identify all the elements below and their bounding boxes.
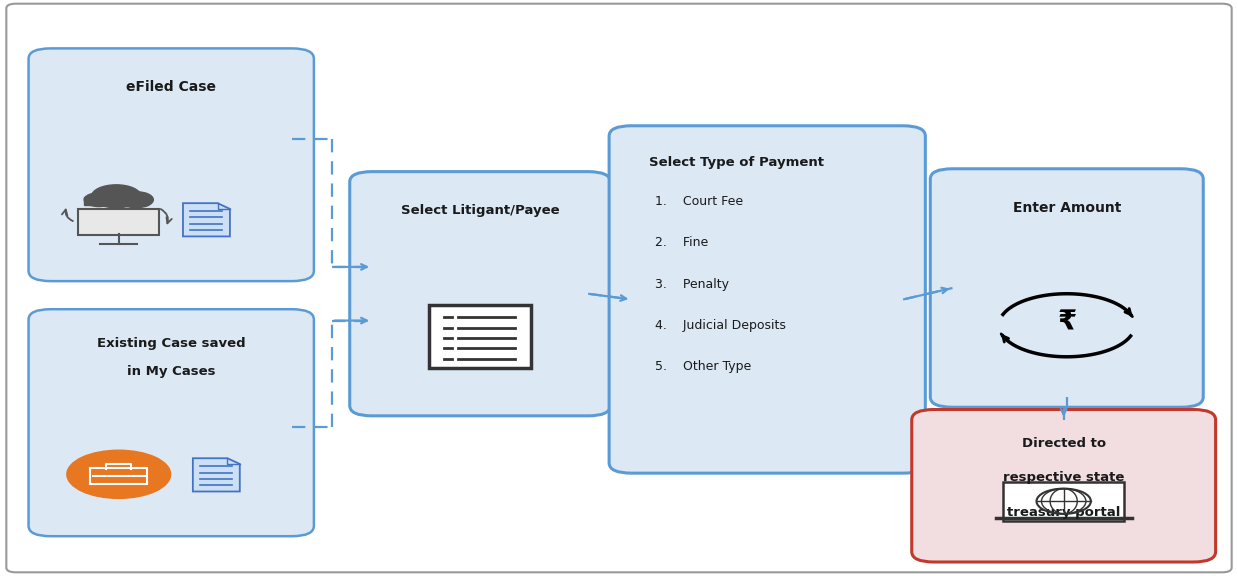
Text: Select Type of Payment: Select Type of Payment [649, 156, 823, 169]
Text: Directed to: Directed to [1021, 437, 1106, 450]
FancyBboxPatch shape [28, 48, 314, 281]
Circle shape [67, 450, 171, 498]
Text: ₹: ₹ [1057, 309, 1076, 337]
Circle shape [92, 185, 141, 208]
FancyBboxPatch shape [78, 209, 160, 235]
Text: 4.    Judicial Deposits: 4. Judicial Deposits [655, 319, 786, 332]
FancyBboxPatch shape [930, 169, 1203, 407]
FancyBboxPatch shape [609, 126, 925, 473]
Text: in My Cases: in My Cases [128, 365, 215, 378]
Text: 5.    Other Type: 5. Other Type [655, 360, 751, 373]
FancyBboxPatch shape [430, 305, 531, 368]
Text: eFiled Case: eFiled Case [126, 81, 217, 94]
Text: respective state: respective state [1003, 471, 1124, 484]
Circle shape [84, 193, 114, 207]
Text: 3.    Penalty: 3. Penalty [655, 278, 729, 291]
Bar [84, 197, 149, 205]
Polygon shape [183, 203, 230, 236]
Text: Existing Case saved: Existing Case saved [97, 337, 245, 350]
FancyBboxPatch shape [1003, 482, 1124, 521]
Circle shape [119, 192, 154, 208]
FancyBboxPatch shape [911, 410, 1216, 562]
Text: 1.    Court Fee: 1. Court Fee [655, 195, 743, 208]
Text: Select Litigant/Payee: Select Litigant/Payee [401, 204, 560, 217]
FancyBboxPatch shape [28, 309, 314, 536]
Text: treasury portal: treasury portal [1006, 506, 1120, 519]
Polygon shape [193, 458, 240, 491]
FancyBboxPatch shape [349, 172, 610, 416]
Text: Enter Amount: Enter Amount [1013, 201, 1120, 215]
Text: 2.    Fine: 2. Fine [655, 236, 708, 249]
